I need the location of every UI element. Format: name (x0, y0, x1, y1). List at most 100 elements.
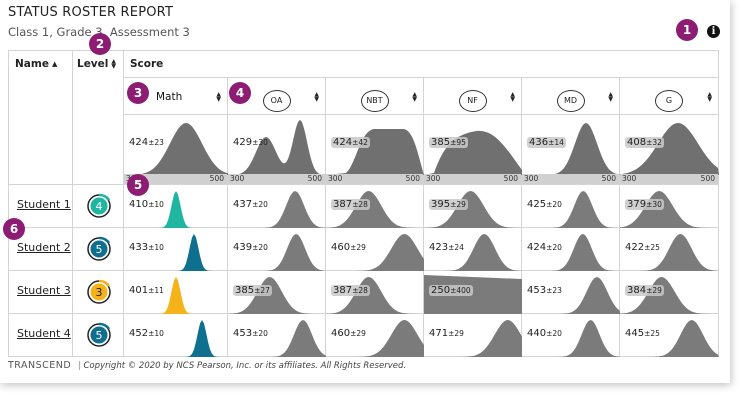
report-subtitle: Class 1, Grade 3, Assessment 3 (8, 25, 190, 39)
score-axis: 300 500 (522, 174, 619, 184)
class-distribution-curve (522, 123, 620, 175)
student-score-value: 453±20 (233, 328, 268, 339)
student-score-cell: 250±400 (423, 270, 522, 314)
name-header[interactable]: Name ▲ (8, 50, 73, 185)
header-row: Name ▲ Level ▲ ▼ Score (8, 50, 719, 185)
student-score-value: 401±11 (129, 285, 164, 296)
class-distribution-curve (228, 119, 326, 175)
score-header-label: Score (130, 58, 164, 70)
subject-header-nf[interactable]: NF ▲ ▼ (423, 77, 522, 115)
student-link[interactable]: Student 2 (17, 241, 71, 254)
sort-icon[interactable]: ▲ ▼ (314, 91, 319, 103)
class-score-value: 424±42 (331, 137, 370, 148)
student-score-value: 387±28 (331, 285, 370, 296)
subject-circle-label: G (655, 90, 683, 112)
axis-min-label: 300 (622, 174, 637, 183)
level-indicator-icon: 3 (87, 279, 111, 304)
report-card: STATUS ROSTER REPORT Class 1, Grade 3, A… (8, 5, 720, 371)
distribution-area (326, 129, 424, 175)
student-score-value: 250±400 (429, 285, 473, 296)
score-axis: 300 500 (228, 174, 325, 184)
distribution-area (424, 320, 522, 357)
distribution-area (424, 130, 522, 175)
axis-max-label: 500 (503, 174, 518, 183)
class-distribution-curve (620, 123, 719, 175)
student-score-value: 460±29 (331, 328, 366, 339)
student-score-value: 439±20 (233, 242, 268, 253)
sort-icon[interactable]: ▲ ▼ (510, 91, 515, 103)
student-score-value: 423±24 (429, 242, 464, 253)
distribution-area (124, 123, 228, 175)
student-link[interactable]: Student 1 (17, 198, 71, 211)
student-name-cell: Student 3 (8, 270, 73, 314)
class-score-value: 429±30 (233, 137, 268, 148)
sort-icon[interactable]: ▲ ▼ (216, 91, 221, 103)
distribution-area (620, 234, 719, 271)
student-score-value: 422±25 (625, 242, 660, 253)
student-row: Student 1 4 410±10 437±20 387±28 395±29 425±20… (8, 184, 719, 228)
subject-header-nbt[interactable]: NBT ▲ ▼ (325, 77, 424, 115)
student-score-cell: 453±23 (521, 270, 620, 314)
distribution-area (620, 191, 719, 228)
student-distribution-curve (522, 234, 620, 271)
level-number: 3 (96, 286, 103, 299)
callout-badge-5: 5 (127, 174, 149, 196)
copyright-text: Copyright © 2020 by NCS Pearson, Inc. or… (83, 361, 407, 371)
level-number: 5 (96, 243, 103, 256)
level-indicator-icon: 5 (87, 236, 111, 261)
student-link[interactable]: Student 4 (17, 327, 71, 340)
student-score-cell: 387±28 (325, 184, 424, 228)
sort-icon[interactable]: ▲ ▼ (111, 58, 117, 70)
distribution-area (424, 191, 522, 228)
axis-min-label: 300 (426, 174, 441, 183)
student-score-cell: 437±20 (227, 184, 326, 228)
score-axis: 300 500 (326, 174, 423, 184)
student-link[interactable]: Student 3 (17, 284, 71, 297)
student-distribution-curve (620, 191, 719, 228)
distribution-area (326, 234, 424, 271)
student-distribution-curve (228, 320, 326, 357)
level-arc (98, 279, 111, 287)
student-score-value: 424±20 (527, 242, 562, 253)
distribution-area (326, 320, 424, 357)
roster-table: Name ▲ Level ▲ ▼ Score Math ▲ ▼ OA ▲ ▼ NBT ▲ ▼ NF ▲ ▼ M… (8, 50, 719, 357)
info-icon[interactable]: i (707, 25, 720, 38)
math-distribution-area (124, 191, 228, 228)
student-distribution-curve (424, 234, 522, 271)
subject-circle-label: NBT (360, 90, 389, 112)
class-distribution-row: 424±23300500429±30300500424±42300500385±… (9, 114, 719, 185)
distribution-area (228, 191, 326, 228)
student-score-cell: 424±20 (521, 227, 620, 271)
name-header-label: Name (15, 58, 49, 70)
distribution-area (620, 277, 719, 314)
level-header-label: Level (77, 58, 109, 70)
sort-icon[interactable]: ▲ ▼ (707, 91, 712, 103)
distribution-area (522, 123, 620, 175)
distribution-area (522, 191, 620, 228)
student-score-value: 385±27 (233, 285, 272, 296)
distribution-area (326, 277, 424, 314)
student-row: Student 4 5 452±10 453±20 460±29 471±29 440±20… (8, 313, 719, 357)
axis-min-label: 300 (328, 174, 343, 183)
level-fill (90, 326, 108, 344)
subject-header-md[interactable]: MD ▲ ▼ (521, 77, 620, 115)
student-score-value: 425±20 (527, 199, 562, 210)
student-score-value: 433±10 (129, 242, 164, 253)
student-distribution-curve (326, 320, 424, 357)
student-distribution-curve (124, 320, 228, 357)
axis-max-label: 500 (700, 174, 715, 183)
sort-icon[interactable]: ▲ ▼ (412, 91, 417, 103)
sort-icon[interactable]: ▲ ▼ (608, 91, 613, 103)
student-distribution-curve (522, 277, 620, 314)
report-title: STATUS ROSTER REPORT (8, 5, 174, 20)
axis-max-label: 500 (209, 174, 224, 183)
student-distribution-curve (424, 191, 522, 228)
subject-header-g[interactable]: G ▲ ▼ (619, 77, 719, 115)
sort-up-icon[interactable]: ▲ (51, 59, 58, 68)
distribution-area (228, 277, 326, 314)
distribution-area (522, 277, 620, 314)
level-header[interactable]: Level ▲ ▼ (72, 50, 124, 185)
student-distribution-curve (228, 234, 326, 271)
student-distribution-curve (522, 320, 620, 357)
student-score-value: 471±29 (429, 328, 464, 339)
